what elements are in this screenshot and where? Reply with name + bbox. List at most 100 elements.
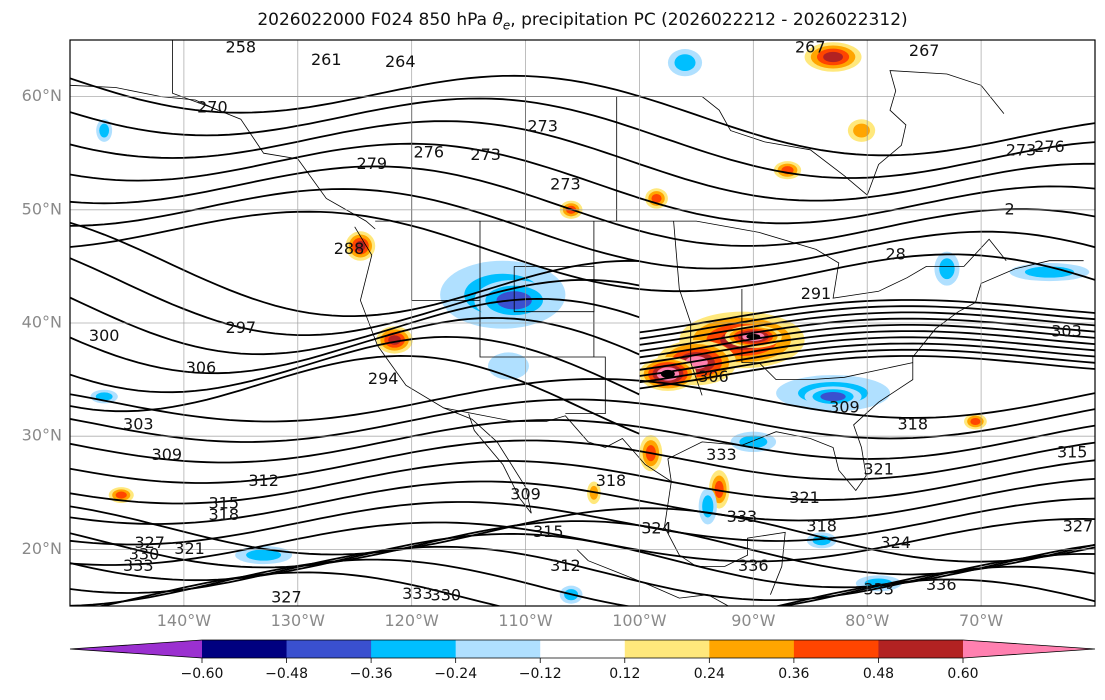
contour-label: 318 (898, 414, 929, 433)
contour-label: 273 (527, 117, 558, 136)
contour-label: 327 (271, 588, 302, 607)
colorbar-segment (793, 640, 879, 658)
precip-pc-patch (823, 51, 843, 63)
theta-e-contour (70, 459, 1095, 505)
latitude-tick-label: 50°N (22, 199, 62, 218)
contour-label: 294 (368, 369, 399, 388)
longitude-tick-label: 100°W (612, 611, 667, 630)
contour-label: 336 (738, 556, 769, 575)
contour-label: 303 (123, 414, 154, 433)
contour-label: 300 (89, 326, 120, 345)
theta-e-contour (70, 257, 640, 336)
precip-pc-patch (355, 240, 366, 252)
contour-label: 327 (1063, 516, 1094, 535)
colorbar-tick-label: 0.36 (778, 666, 809, 682)
contour-label: 276 (1034, 137, 1065, 156)
theta-e-contour (70, 419, 1095, 464)
precip-pc-patch (970, 417, 981, 426)
contour-label: 321 (863, 460, 894, 479)
latitude-tick-label: 20°N (22, 539, 62, 558)
contour-label: 315 (533, 522, 564, 541)
contour-label: 303 (1051, 322, 1082, 341)
contour-label: 297 (226, 318, 257, 337)
theta-e-contour (70, 335, 640, 396)
contour-label: 333 (123, 556, 154, 575)
precip-pc-patch (714, 480, 724, 498)
precip-pc-patch (115, 491, 127, 499)
colorbar-tick-label: 0.60 (947, 666, 978, 682)
theta-e-contour (70, 165, 1095, 247)
contour-label: 333 (402, 584, 433, 603)
theta-e-contour (70, 545, 1095, 601)
figure-title: 2026022000 F024 850 hPa θe, precipitatio… (257, 10, 908, 33)
longitude-tick-label: 70°W (959, 611, 1003, 630)
theta-e-contour (70, 439, 1095, 484)
longitude-tick-label: 110°W (498, 611, 553, 630)
contour-label: 306 (698, 367, 729, 386)
contour-label: 318 (806, 516, 837, 535)
theta-e-contour (70, 296, 640, 356)
precip-pc-patch (99, 123, 110, 138)
contour-label: 333 (727, 507, 758, 526)
colorbar-tick-label: −0.12 (519, 666, 562, 682)
colorbar-segment (286, 640, 372, 658)
contour-label: 279 (357, 154, 388, 173)
contour-label: 267 (795, 37, 826, 56)
latitude-tick-label: 40°N (22, 313, 62, 332)
contour-label: 315 (208, 494, 239, 513)
colorbar-tick-label: 0.48 (863, 666, 894, 682)
colorbar: −0.60 −0.48 −0.36 −0.24 −0.12 0.12 0.24 0.36 0.4… (69, 639, 1096, 682)
theta-e-contour (70, 520, 1095, 576)
boundary-line (741, 289, 913, 380)
contour-label: 273 (550, 174, 581, 193)
lat-lon-gridlines (70, 40, 1095, 606)
longitude-axis: 140°W 130°W 120°W 110°W 100°W 90°W 80°W 70°W (157, 611, 1004, 630)
colorbar-extend-min (70, 640, 202, 658)
precip-pc-patch (674, 54, 696, 71)
theta-e-contour (70, 74, 1095, 157)
contour-label: 270 (197, 97, 228, 116)
theta-e-contour (70, 142, 1095, 225)
contour-label: 264 (385, 52, 416, 71)
map-frame (69, 39, 1096, 607)
contour-label: 288 (334, 239, 365, 258)
colorbar-segment (878, 640, 964, 658)
theta-e-contour (97, 571, 1095, 606)
contour-label: 261 (311, 50, 342, 69)
contour-label: 2 (1004, 199, 1014, 218)
colorbar-tick-label: −0.36 (350, 666, 393, 682)
contour-label: 333 (706, 445, 737, 464)
boundary-line (375, 220, 1007, 299)
precip-pc-patch (939, 258, 955, 280)
contour-label: 309 (829, 397, 860, 416)
contour-label: 318 (208, 505, 239, 524)
contour-label: 315 (1057, 443, 1088, 462)
precip-pc-patch (853, 123, 870, 138)
contour-label: 309 (152, 445, 183, 464)
boundary-line (411, 221, 606, 414)
colorbar-tick-label: 0.24 (694, 666, 725, 682)
contour-label: 28 (886, 245, 906, 264)
theta-e-contour (70, 505, 1095, 563)
contour-label: 330 (129, 545, 160, 564)
colorbar-extend-max (963, 640, 1095, 658)
contour-label: 318 (596, 471, 627, 490)
theta-e-contour (70, 497, 1095, 546)
contour-label: 309 (510, 485, 541, 504)
latitude-axis: 60°N 50°N 40°N 30°N 20°N (22, 86, 62, 558)
colorbar-segment (202, 640, 288, 658)
theta-e-contour (70, 97, 1095, 179)
theta-e-contour (70, 354, 640, 435)
precip-pc-patch (95, 392, 113, 401)
contour-label: 312 (248, 471, 279, 490)
theta-e-contour (70, 188, 1095, 270)
longitude-tick-label: 90°W (731, 611, 775, 630)
contour-label: 276 (413, 143, 444, 162)
colorbar-segment (624, 640, 710, 658)
contour-label: 312 (550, 556, 581, 575)
contour-label: 324 (641, 519, 672, 538)
contour-label: 273 (470, 145, 501, 164)
contour-label: 321 (174, 539, 205, 558)
